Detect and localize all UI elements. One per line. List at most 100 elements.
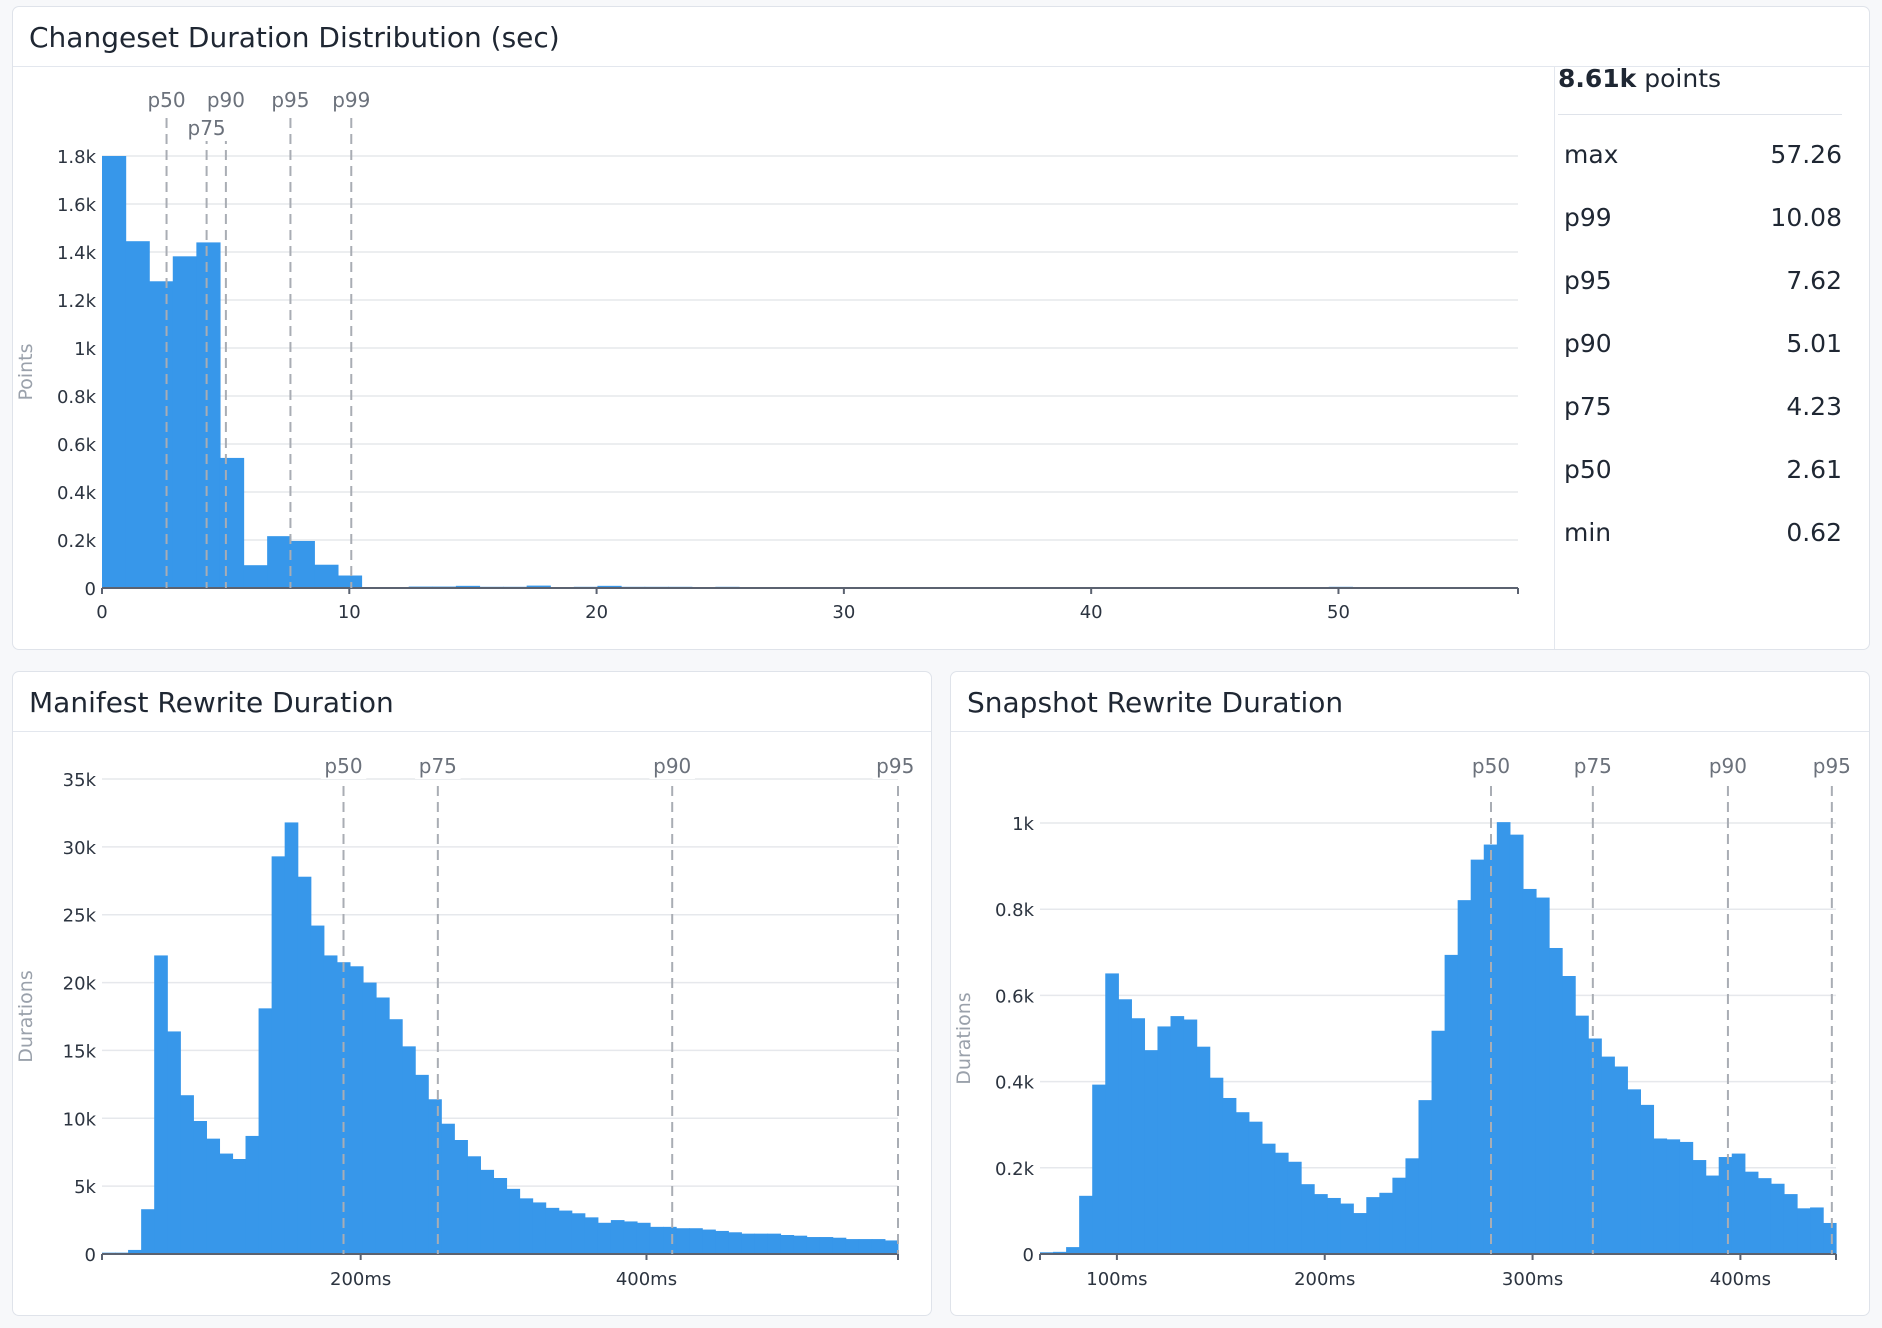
histogram-bar: [1810, 1207, 1824, 1254]
percentile-label-p99: p99: [332, 88, 370, 112]
histogram-bar: [1287, 1161, 1302, 1254]
histogram-bar: [1261, 1143, 1276, 1254]
histogram-bar: [219, 1153, 234, 1254]
stat-label: p75: [1564, 392, 1612, 421]
percentile-label-p75: p75: [188, 116, 226, 140]
histogram-bar: [1079, 1195, 1093, 1254]
histogram-bar: [1783, 1194, 1798, 1254]
histogram-bar: [467, 1156, 481, 1254]
histogram-bar: [741, 1233, 755, 1254]
histogram-bar: [1575, 1015, 1589, 1254]
histogram-bar: [871, 1239, 886, 1254]
stat-label: p99: [1564, 203, 1612, 232]
histogram-bar: [172, 256, 197, 588]
histogram-bar: [1549, 947, 1563, 1254]
histogram-bar: [455, 585, 481, 588]
histogram-bar: [258, 1008, 273, 1254]
histogram-bar: [154, 955, 168, 1254]
stat-label: min: [1564, 518, 1612, 547]
histogram-bar: [389, 1019, 403, 1254]
histogram-bar: [663, 1226, 677, 1254]
histogram-bar: [493, 1178, 508, 1254]
stat-label: p90: [1564, 329, 1612, 358]
histogram-bar: [506, 1188, 521, 1254]
histogram-bar: [1144, 1050, 1159, 1254]
histogram-bar: [415, 1074, 429, 1254]
stat-value: 4.23: [1786, 392, 1842, 421]
histogram-bar: [1692, 1160, 1707, 1254]
histogram-bar: [1535, 897, 1550, 1254]
histogram-bar: [1731, 1153, 1746, 1254]
histogram-bar: [858, 1239, 873, 1254]
histogram-bar: [1327, 1197, 1341, 1254]
panel-title: Snapshot Rewrite Duration: [967, 686, 1344, 719]
histogram-bar: [884, 1240, 899, 1254]
percentile-label-bg: [267, 87, 314, 113]
divider: [13, 731, 931, 732]
histogram-bar: [689, 1228, 703, 1254]
histogram-chart-2: 0 0.2k 0.4k 0.6k 0.8k 1k 100ms 200ms 300ms 400ms p…: [953, 753, 1855, 1290]
histogram-bar: [754, 1233, 769, 1254]
panel-title: Changeset Duration Distribution (sec): [29, 21, 560, 54]
percentile-label-p75: p75: [1574, 754, 1612, 778]
histogram-bar: [1614, 1066, 1628, 1254]
histogram-bar: [1666, 1139, 1681, 1254]
x-tick-label: 40: [1080, 602, 1103, 623]
histogram-bar: [402, 1046, 416, 1254]
histogram-bar: [375, 997, 390, 1254]
points-suffix: points: [1644, 64, 1722, 93]
histogram-bar: [1457, 900, 1472, 1254]
percentile-label-bg: [320, 753, 367, 779]
histogram-bar: [1627, 1089, 1641, 1254]
histogram-bar: [1797, 1208, 1811, 1254]
percentile-label-bg: [1809, 753, 1855, 779]
histogram-bar: [1679, 1141, 1694, 1254]
y-tick-label: 5k: [74, 1177, 96, 1198]
histogram-bar: [314, 564, 339, 588]
x-tick-label: 300ms: [1502, 1269, 1563, 1290]
histogram-bar: [1640, 1104, 1655, 1254]
histogram-bar: [1053, 1251, 1067, 1254]
histogram-bar: [1366, 1197, 1380, 1254]
percentile-label-p95: p95: [876, 754, 914, 778]
histogram-bar: [1183, 1019, 1198, 1254]
histogram-bar: [1353, 1213, 1367, 1254]
stats-count: 8.61k points: [1558, 64, 1721, 93]
x-tick-label: 20: [585, 602, 608, 623]
histogram-bar: [1522, 888, 1537, 1254]
histogram-bar: [1118, 999, 1132, 1254]
percentile-label-bg: [203, 87, 249, 113]
histogram-bar: [1222, 1097, 1237, 1254]
histogram-bar: [310, 925, 325, 1254]
histogram-bar: [1092, 1084, 1106, 1254]
y-tick-label: 0.8k: [995, 900, 1035, 921]
stat-value: 57.26: [1770, 140, 1842, 169]
stat-label: p95: [1564, 266, 1612, 295]
stat-value: 0.62: [1786, 518, 1842, 547]
histogram-bar: [196, 242, 221, 588]
histogram-bar: [1314, 1194, 1328, 1254]
histogram-bar: [1066, 1247, 1080, 1254]
x-tick-label: 400ms: [616, 1269, 677, 1290]
y-tick-label: 0.6k: [57, 435, 97, 456]
histogram-bar: [243, 565, 268, 588]
percentile-label-bg: [649, 753, 695, 779]
histogram-bar: [728, 1232, 742, 1254]
histogram-bar: [267, 536, 292, 588]
histogram-bar: [297, 876, 312, 1254]
histogram-bar: [1718, 1157, 1733, 1254]
y-tick-label: 0.2k: [57, 531, 97, 552]
histogram-bar: [232, 1159, 247, 1254]
percentile-label-bg: [1570, 753, 1616, 779]
percentile-label-bg: [143, 87, 190, 113]
histogram-bar: [1170, 1016, 1185, 1254]
y-tick-label: 0.4k: [995, 1073, 1035, 1094]
histogram-bar: [1470, 859, 1485, 1254]
histogram-bar: [1757, 1178, 1772, 1254]
x-tick-label: 50: [1327, 602, 1350, 623]
histogram-bar: [337, 575, 363, 588]
histogram-bar: [1823, 1222, 1837, 1254]
histogram-bar: [1248, 1121, 1263, 1254]
histogram-bar: [1301, 1184, 1315, 1254]
histogram-bar: [558, 1210, 573, 1254]
